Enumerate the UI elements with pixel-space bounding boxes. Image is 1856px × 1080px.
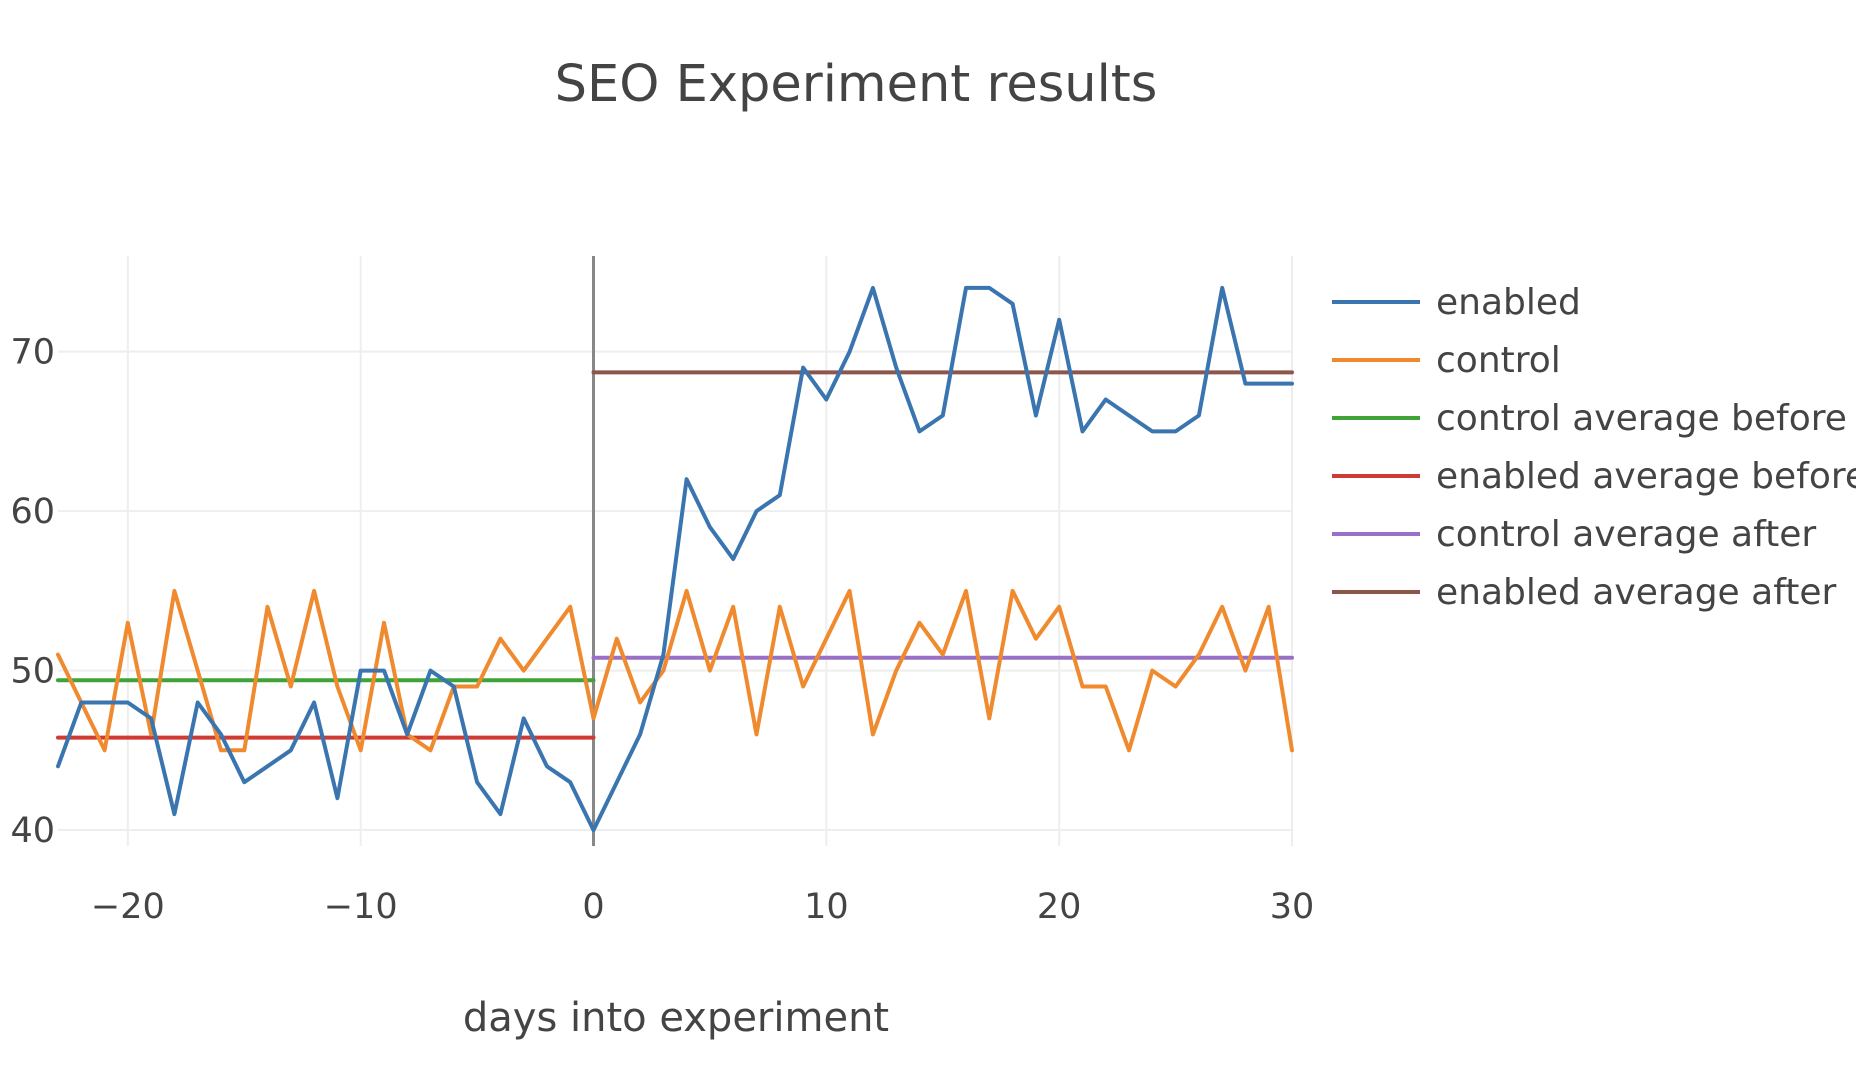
x-tick-label: −20 [91,887,165,927]
gridlines [58,256,1293,846]
x-tick-label: −10 [324,887,398,927]
chart-title: SEO Experiment results [555,55,1158,114]
y-tick-label: 50 [10,652,55,692]
legend-item: control average before [1332,398,1847,439]
series-lines [56,285,1294,833]
x-axis-ticks: −20 −10 0 10 20 30 [91,887,1314,927]
legend-label: control average after [1436,514,1816,555]
y-tick-label: 70 [10,333,55,373]
x-tick-label: 0 [582,887,604,927]
legend-item: enabled average after [1332,572,1837,613]
y-axis-ticks: 40 50 60 70 [10,333,55,851]
legend-label: control [1436,340,1561,381]
legend-label: enabled [1436,282,1581,323]
x-axis-title: days into experiment [463,995,889,1041]
legend: enabled control control average before enab… [1332,282,1856,613]
series-enabled-line [56,285,1294,833]
x-tick-label: 20 [1037,887,1082,927]
series-control-line [56,588,1294,753]
legend-item: control [1332,340,1561,381]
x-tick-label: 10 [804,887,849,927]
legend-item: enabled [1332,282,1581,323]
y-tick-label: 60 [10,492,55,532]
legend-label: enabled average before [1436,456,1856,497]
legend-item: control average after [1332,514,1816,555]
x-tick-label: 30 [1270,887,1315,927]
legend-label: enabled average after [1436,572,1837,613]
legend-item: enabled average before [1332,456,1856,497]
legend-label: control average before [1436,398,1847,439]
y-tick-label: 40 [10,811,55,851]
